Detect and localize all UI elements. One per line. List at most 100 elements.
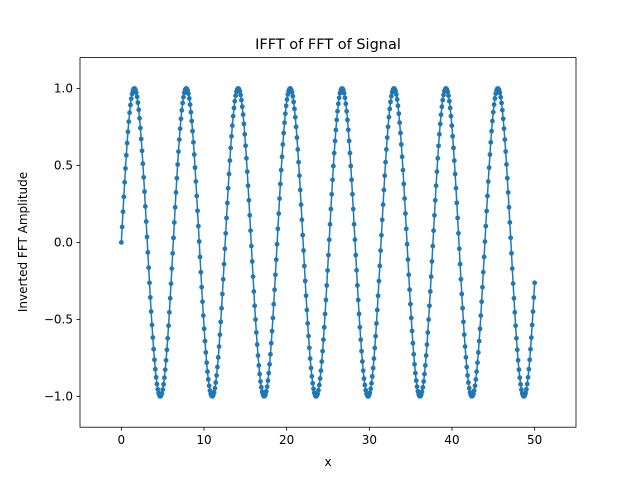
data-point bbox=[321, 324, 327, 330]
data-point bbox=[382, 173, 388, 179]
data-point bbox=[421, 379, 427, 384]
data-point bbox=[406, 272, 412, 278]
data-point bbox=[252, 303, 258, 309]
data-point bbox=[529, 322, 535, 328]
data-point bbox=[300, 232, 306, 238]
data-point bbox=[223, 230, 229, 236]
data-point bbox=[121, 194, 127, 200]
data-point bbox=[200, 313, 206, 318]
data-point bbox=[407, 287, 412, 293]
data-point bbox=[302, 278, 308, 284]
data-point bbox=[530, 309, 536, 314]
data-point bbox=[251, 289, 257, 294]
data-point bbox=[403, 226, 409, 232]
data-point bbox=[301, 248, 306, 253]
data-point bbox=[148, 309, 154, 314]
data-point bbox=[177, 126, 183, 132]
data-point bbox=[506, 204, 512, 210]
data-point bbox=[504, 162, 509, 167]
data-point bbox=[455, 215, 461, 221]
data-point bbox=[315, 391, 321, 397]
data-point bbox=[147, 280, 152, 286]
data-point bbox=[278, 167, 284, 173]
data-point bbox=[277, 181, 283, 187]
data-point bbox=[247, 212, 253, 218]
data-point bbox=[436, 143, 441, 149]
data-point bbox=[359, 348, 364, 354]
data-point bbox=[512, 309, 518, 315]
data-point bbox=[198, 269, 204, 275]
data-point bbox=[186, 91, 191, 97]
data-point bbox=[405, 257, 411, 262]
data-point bbox=[524, 381, 530, 387]
data-point bbox=[226, 171, 232, 177]
data-point bbox=[384, 135, 390, 141]
data-point bbox=[202, 338, 208, 344]
data-point bbox=[425, 330, 431, 335]
data-point bbox=[334, 117, 340, 123]
data-point bbox=[213, 380, 219, 385]
data-point bbox=[505, 190, 511, 195]
data-point bbox=[263, 388, 269, 394]
data-point bbox=[152, 366, 158, 372]
data-point bbox=[151, 346, 157, 352]
data-point bbox=[508, 235, 514, 241]
data-point bbox=[472, 383, 478, 389]
data-point bbox=[163, 357, 169, 363]
data-point bbox=[457, 261, 463, 267]
data-point bbox=[169, 266, 175, 271]
data-point bbox=[316, 387, 321, 393]
data-point bbox=[225, 185, 231, 191]
data-point bbox=[503, 149, 509, 154]
data-point bbox=[283, 103, 289, 109]
data-point bbox=[502, 137, 508, 142]
data-point bbox=[360, 368, 366, 374]
data-point bbox=[127, 110, 133, 116]
data-point bbox=[232, 98, 238, 104]
data-point bbox=[379, 217, 385, 223]
data-point bbox=[190, 128, 195, 134]
data-point bbox=[215, 364, 220, 370]
data-point bbox=[311, 386, 316, 392]
data-point bbox=[350, 191, 355, 197]
data-point bbox=[135, 100, 141, 106]
data-point bbox=[271, 301, 277, 307]
data-point bbox=[123, 152, 129, 158]
data-point bbox=[258, 379, 263, 384]
data-point bbox=[359, 359, 365, 364]
data-point bbox=[466, 380, 471, 385]
data-point bbox=[500, 116, 506, 122]
data-point bbox=[242, 131, 248, 137]
data-point bbox=[250, 274, 256, 279]
data-point bbox=[327, 221, 333, 227]
data-point bbox=[351, 221, 357, 227]
data-point bbox=[409, 328, 415, 334]
data-point bbox=[350, 206, 356, 212]
data-point bbox=[273, 257, 279, 263]
data-point bbox=[439, 104, 445, 110]
data-point bbox=[257, 371, 263, 377]
data-point bbox=[205, 376, 211, 382]
data-point bbox=[451, 145, 456, 151]
data-point bbox=[141, 174, 147, 180]
data-point bbox=[471, 388, 477, 394]
data-point bbox=[489, 128, 494, 134]
data-point bbox=[150, 335, 156, 340]
data-point bbox=[427, 289, 433, 294]
data-point bbox=[167, 295, 173, 301]
data-point bbox=[456, 246, 462, 252]
data-point bbox=[419, 389, 425, 395]
data-point bbox=[203, 350, 209, 355]
data-point bbox=[401, 181, 407, 187]
data-point bbox=[229, 123, 235, 129]
data-point bbox=[324, 283, 330, 288]
data-point bbox=[268, 340, 274, 346]
data-point bbox=[197, 254, 203, 260]
data-point bbox=[195, 208, 200, 214]
data-point bbox=[420, 384, 426, 390]
data-point bbox=[165, 335, 171, 341]
data-point bbox=[335, 101, 341, 107]
data-point bbox=[188, 109, 194, 115]
data-point bbox=[336, 95, 342, 101]
data-point bbox=[485, 179, 491, 184]
